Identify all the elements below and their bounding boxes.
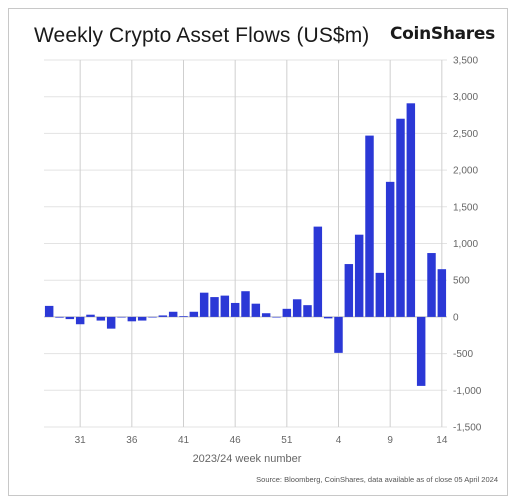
- bar-week-43: [199, 292, 209, 317]
- coinshares-logo: CoinShares: [390, 24, 495, 44]
- bar-week-6: [354, 234, 364, 317]
- y-axis-ticks: -1,500 -1,000 -500 0 500 1,000 1,500 2,000 2,500…: [453, 56, 482, 434]
- y-tick-label: -1,000: [453, 386, 482, 397]
- y-tick-label: 1,000: [453, 239, 478, 250]
- chart-title: Weekly Crypto Asset Flows (US$m): [34, 24, 370, 47]
- bar-week-10: [396, 118, 405, 317]
- y-tick-label: 3,000: [453, 92, 478, 103]
- bar-week-14: [437, 269, 447, 317]
- bar-week-47: [241, 291, 250, 317]
- source-note: Source: Bloomberg, CoinShares, data avai…: [256, 475, 498, 484]
- x-tick-label: 51: [281, 435, 293, 446]
- x-tick-label: 14: [436, 435, 448, 446]
- bar-week-2: [313, 226, 323, 317]
- y-tick-label: 3,500: [453, 56, 478, 67]
- y-tick-label: -500: [453, 349, 473, 360]
- bar-week-37: [137, 316, 147, 321]
- bar-week-8: [375, 272, 385, 317]
- bar-week-51: [282, 308, 292, 317]
- bar-week-40: [168, 311, 178, 317]
- y-tick-label: 2,000: [453, 166, 478, 177]
- bar-week-49: [261, 313, 271, 317]
- bar-week-13: [427, 253, 436, 317]
- y-tick-label: -1,500: [453, 423, 482, 434]
- x-tick-label: 31: [75, 435, 87, 446]
- bar-week-29: [55, 316, 64, 318]
- x-axis-ticks: 31 36 41 46 51 4 9 14: [75, 435, 448, 446]
- bar-week-11: [406, 103, 416, 317]
- y-tick-label: 2,500: [453, 129, 478, 140]
- y-tick-label: 1,500: [453, 202, 478, 213]
- bar-week-35: [117, 316, 126, 318]
- bar-week-33: [96, 316, 106, 321]
- bar-week-39: [158, 315, 168, 317]
- bars: [44, 103, 447, 386]
- bar-week-12: [416, 316, 426, 386]
- bar-week-36: [127, 316, 137, 322]
- bar-week-52: [292, 299, 302, 317]
- x-tick-label: 9: [387, 435, 393, 446]
- x-axis-label: 2023/24 week number: [193, 453, 302, 465]
- y-tick-label: 500: [453, 276, 470, 287]
- bar-week-46: [230, 302, 240, 317]
- bar-week-44: [210, 297, 219, 317]
- bar-week-4: [334, 316, 343, 353]
- bar-week-28: [44, 305, 54, 317]
- bar-week-32: [86, 314, 95, 317]
- bar-week-34: [106, 316, 116, 329]
- bar-week-41: [179, 316, 188, 317]
- bar-week-42: [189, 311, 199, 317]
- bar-week-48: [251, 303, 261, 317]
- bar-week-5: [344, 264, 354, 317]
- x-tick-label: 41: [178, 435, 190, 446]
- bar-week-45: [220, 295, 230, 317]
- x-tick-label: 4: [336, 435, 342, 446]
- bar-week-1: [303, 305, 312, 317]
- y-tick-label: 0: [453, 312, 459, 323]
- x-tick-label: 36: [126, 435, 138, 446]
- bar-week-31: [75, 316, 85, 325]
- bar-week-3: [323, 316, 333, 319]
- bar-week-7: [365, 135, 374, 317]
- x-tick-label: 46: [230, 435, 242, 446]
- bar-week-30: [65, 316, 75, 320]
- bar-week-50: [272, 316, 281, 318]
- bar-week-9: [385, 181, 395, 317]
- chart-frame: [8, 8, 508, 496]
- bar-week-38: [148, 316, 157, 318]
